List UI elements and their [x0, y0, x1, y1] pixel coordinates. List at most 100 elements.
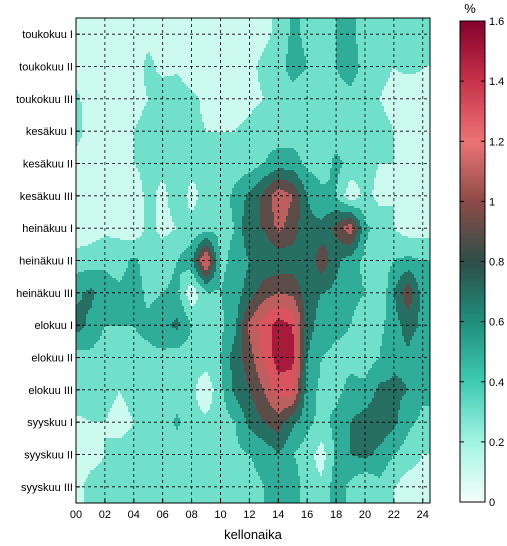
colorbar-segment — [460, 441, 485, 447]
contour-band-cell — [300, 398, 305, 401]
contour-band-cell — [310, 340, 337, 343]
contour-band-cell — [380, 100, 430, 103]
contour-band-cell — [198, 380, 211, 383]
contour-band-cell — [292, 326, 297, 329]
contour-band-cell — [224, 396, 237, 399]
contour-band-cell — [136, 124, 205, 127]
contour-band-cell — [134, 134, 395, 137]
contour-band-cell — [130, 412, 205, 415]
contour-band-cell — [238, 402, 255, 405]
contour-band-cell — [242, 344, 253, 347]
contour-band-cell — [84, 494, 265, 497]
contour-band-cell — [378, 168, 430, 171]
contour-band-cell — [144, 202, 157, 205]
contour-band-cell — [86, 480, 263, 483]
contour-band-cell — [222, 344, 233, 347]
contour-band-cell — [188, 204, 197, 207]
contour-band-cell — [76, 232, 143, 235]
contour-band-cell — [334, 462, 389, 465]
contour-band-cell — [132, 424, 175, 427]
contour-band-cell — [388, 116, 430, 119]
contour-band-cell — [296, 346, 301, 349]
contour-band-cell — [194, 286, 203, 289]
contour-band-cell — [196, 278, 203, 281]
contour-band-cell — [332, 346, 381, 349]
contour-band-cell — [352, 218, 359, 221]
contour-band-cell — [334, 232, 349, 235]
contour-band-cell — [76, 444, 105, 447]
contour-band-cell — [342, 166, 379, 169]
contour-band-cell — [78, 92, 147, 95]
contour-band-cell — [76, 108, 83, 111]
grid-lines — [76, 18, 430, 503]
contour-band-cell — [330, 176, 339, 179]
contour-band-cell — [242, 338, 251, 341]
contour-band-cell — [220, 260, 229, 263]
contour-band-cell — [376, 448, 401, 451]
contour-band-cell — [380, 476, 403, 479]
contour-band-cell — [294, 384, 299, 387]
contour-band-cell — [234, 392, 251, 395]
contour-band-cell — [76, 244, 89, 247]
contour-band-cell — [394, 374, 397, 377]
contour-band-cell — [328, 254, 353, 257]
colorbar-segment — [460, 177, 485, 182]
contour-band-cell — [306, 370, 321, 373]
contour-band-cell — [188, 246, 199, 249]
contour-band-cell — [352, 232, 357, 235]
contour-band-cell — [260, 286, 301, 289]
contour-band-cell — [76, 332, 103, 335]
colorbar-segment — [460, 93, 485, 98]
contour-band-cell — [316, 452, 327, 455]
contour-band-cell — [208, 266, 213, 269]
contour-band-cell — [398, 312, 419, 315]
colorbar-tick-label: 1.6 — [489, 16, 504, 28]
contour-band-cell — [280, 428, 293, 431]
contour-band-cell — [76, 212, 145, 215]
contour-band-cell — [322, 292, 365, 295]
contour-band-cell — [316, 402, 339, 405]
contour-band-cell — [272, 386, 295, 389]
contour-band-cell — [310, 426, 331, 429]
contour-band-cell — [202, 232, 215, 235]
contour-band-cell — [76, 126, 83, 129]
contour-band-cell — [76, 276, 113, 279]
contour-band-cell — [396, 230, 430, 233]
colorbar-segment — [460, 357, 485, 363]
contour-band-cell — [138, 120, 203, 123]
contour-band-cell — [214, 290, 221, 293]
contour-band-cell — [358, 56, 430, 59]
contour-band-cell — [76, 114, 83, 117]
contour-band-cell — [334, 234, 357, 237]
contour-band-cell — [338, 154, 395, 157]
contour-band-cell — [388, 434, 409, 437]
contour-band-cell — [304, 334, 313, 337]
contour-band-cell — [350, 480, 401, 483]
contour-band-cell — [244, 120, 391, 123]
contour-band-cell — [252, 188, 267, 191]
contour-band-cell — [294, 340, 297, 343]
contour-band-cell — [172, 326, 179, 329]
contour-band-cell — [266, 422, 285, 425]
contour-band-cell — [396, 424, 415, 427]
contour-band-cell — [188, 190, 199, 193]
contour-band-cell — [326, 456, 335, 459]
contour-band-cell — [340, 74, 357, 77]
contour-band-cell — [242, 328, 249, 331]
contour-band-cell — [272, 384, 295, 387]
contour-band-cell — [354, 476, 379, 479]
contour-band-cell — [160, 294, 181, 297]
contour-band-cell — [390, 120, 430, 123]
contour-band-cell — [296, 360, 301, 363]
contour-band-cell — [76, 248, 187, 251]
contour-band-cell — [264, 492, 301, 495]
contour-band-cell — [420, 70, 430, 73]
contour-band-cell — [134, 154, 269, 157]
contour-band-cell — [262, 348, 273, 351]
contour-band-cell — [382, 90, 430, 93]
contour-band-cell — [76, 42, 269, 45]
y-tick-label: syyskuu I — [27, 417, 73, 429]
contour-band-cell — [76, 322, 87, 325]
contour-band-cell — [260, 212, 275, 215]
contour-band-cell — [222, 368, 231, 371]
